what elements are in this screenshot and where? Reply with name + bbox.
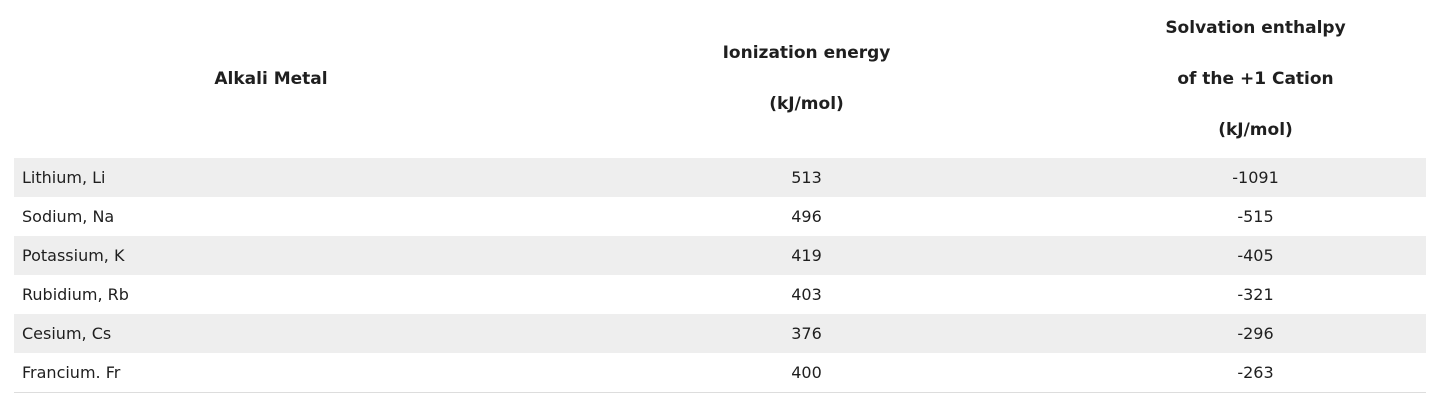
cell-solvation: -405 (1085, 236, 1426, 275)
cell-ionization: 376 (528, 314, 1085, 353)
cell-ionization: 419 (528, 236, 1085, 275)
cell-ionization: 403 (791, 285, 822, 304)
cell-metal: Rubidium, Rb (22, 285, 129, 304)
cell-metal: Francium. Fr (14, 353, 528, 393)
header-ionization-energy: Ionization energy (kJ/mol) (528, 0, 1085, 158)
table-row: Rubidium, Rb 403 -321 (14, 275, 1426, 314)
header-solvation-line2: of the +1 Cation (1177, 68, 1334, 89)
cell-metal: Potassium, K (14, 236, 528, 275)
cell-ionization: 513 (528, 158, 1085, 197)
table-row: Francium. Fr 400 -263 (14, 353, 1426, 393)
header-alkali-metal-label: Alkali Metal (214, 68, 328, 89)
header-ionization-line2: (kJ/mol) (769, 94, 844, 114)
table-row: Sodium, Na 496 -515 (14, 197, 1426, 236)
header-solvation-enthalpy: Solvation enthalpy of the +1 Cation (kJ/… (1085, 0, 1426, 158)
table-row: Lithium, Li 513 -1091 (14, 158, 1426, 197)
table-header: Alkali Metal Ionization energy (kJ/mol) … (14, 0, 1426, 158)
cell-solvation: -1091 (1085, 158, 1426, 197)
cell-solvation: -515 (1237, 207, 1274, 226)
cell-metal: Cesium, Cs (14, 314, 528, 353)
alkali-metal-table: Alkali Metal Ionization energy (kJ/mol) … (14, 0, 1426, 393)
header-solvation-line3: (kJ/mol) (1218, 119, 1293, 140)
table-body: Lithium, Li 513 -1091 Sodium, Na 496 -51… (14, 158, 1426, 393)
header-solvation-line1: Solvation enthalpy (1165, 17, 1346, 38)
header-alkali-metal: Alkali Metal (14, 0, 528, 158)
table-row: Potassium, K 419 -405 (14, 236, 1426, 275)
table-row: Cesium, Cs 376 -296 (14, 314, 1426, 353)
header-ionization-line1: Ionization energy (722, 43, 891, 63)
cell-ionization: 496 (791, 207, 822, 226)
cell-solvation: -296 (1085, 314, 1426, 353)
cell-solvation: -321 (1237, 285, 1274, 304)
header-row: Alkali Metal Ionization energy (kJ/mol) … (14, 0, 1426, 158)
cell-solvation: -263 (1085, 353, 1426, 393)
cell-ionization: 400 (528, 353, 1085, 393)
cell-metal: Lithium, Li (14, 158, 528, 197)
cell-metal: Sodium, Na (22, 207, 115, 226)
